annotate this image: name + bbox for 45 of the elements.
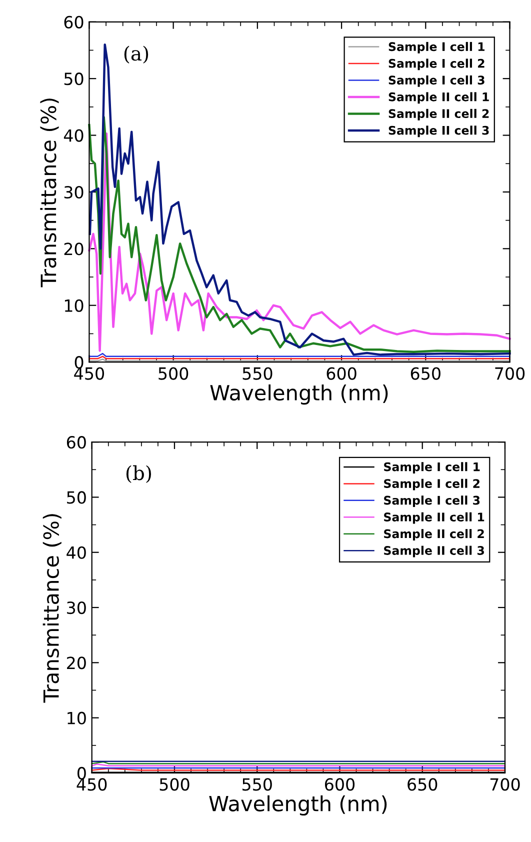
x-axis-title: Wavelength (nm) <box>209 795 387 816</box>
x-tick-label: 500 <box>158 367 188 380</box>
x-tick-label: 650 <box>410 367 440 380</box>
annotation: (b) <box>126 465 151 484</box>
legend-label: Sample I cell 2 <box>388 58 484 70</box>
y-tick-label: 20 <box>64 242 84 256</box>
y-tick-label: 50 <box>67 491 86 504</box>
legend-label: Sample I cell 3 <box>384 496 480 508</box>
y-tick-label: 30 <box>64 186 84 199</box>
y-tick-label: 10 <box>64 299 84 312</box>
y-tick-label: 60 <box>64 16 84 28</box>
legend-label: Sample II cell 1 <box>384 512 484 524</box>
y-tick-label: 60 <box>66 436 86 449</box>
x-tick-label: 700 <box>495 367 525 380</box>
y-tick-label: 40 <box>66 546 86 559</box>
y-tick-label: 30 <box>67 601 86 614</box>
y-tick-label: 0 <box>74 356 84 369</box>
legend-label: Sample I cell 1 <box>384 462 480 474</box>
x-tick-label: 550 <box>242 778 272 791</box>
y-axis-title: Transmittance (%) <box>42 514 62 703</box>
legend-label: Sample II cell 2 <box>388 108 489 120</box>
x-tick-label: 550 <box>242 367 272 380</box>
x-tick-label: 600 <box>326 367 356 380</box>
y-tick-label: 40 <box>64 129 84 142</box>
x-tick-label: 600 <box>324 778 355 791</box>
x-tick-label: 500 <box>160 778 190 791</box>
x-tick-label: 450 <box>74 367 104 380</box>
x-tick-label: 450 <box>76 778 107 791</box>
legend-label: Sample I cell 2 <box>384 478 480 490</box>
y-tick-label: 10 <box>68 712 86 724</box>
y-tick-label: 20 <box>67 656 86 670</box>
y-tick-label: 50 <box>64 72 84 86</box>
legend-label: Sample I cell 3 <box>388 75 484 87</box>
legend-label: Sample II cell 3 <box>384 546 484 558</box>
x-tick-label: 650 <box>408 778 438 791</box>
line-series <box>88 43 511 356</box>
y-tick-label: 0 <box>77 766 86 780</box>
annotation: (a) <box>124 46 148 64</box>
y-axis-title: Transmittance (%) <box>40 98 59 288</box>
legend-label: Sample II cell 1 <box>388 92 489 104</box>
legend-label: Sample II cell 2 <box>384 529 484 540</box>
x-tick-label: 700 <box>490 778 520 791</box>
x-axis-title: Wavelength (nm) <box>210 384 388 405</box>
legend-label: Sample I cell 1 <box>388 42 484 54</box>
legend-label: Sample II cell 3 <box>388 126 489 138</box>
